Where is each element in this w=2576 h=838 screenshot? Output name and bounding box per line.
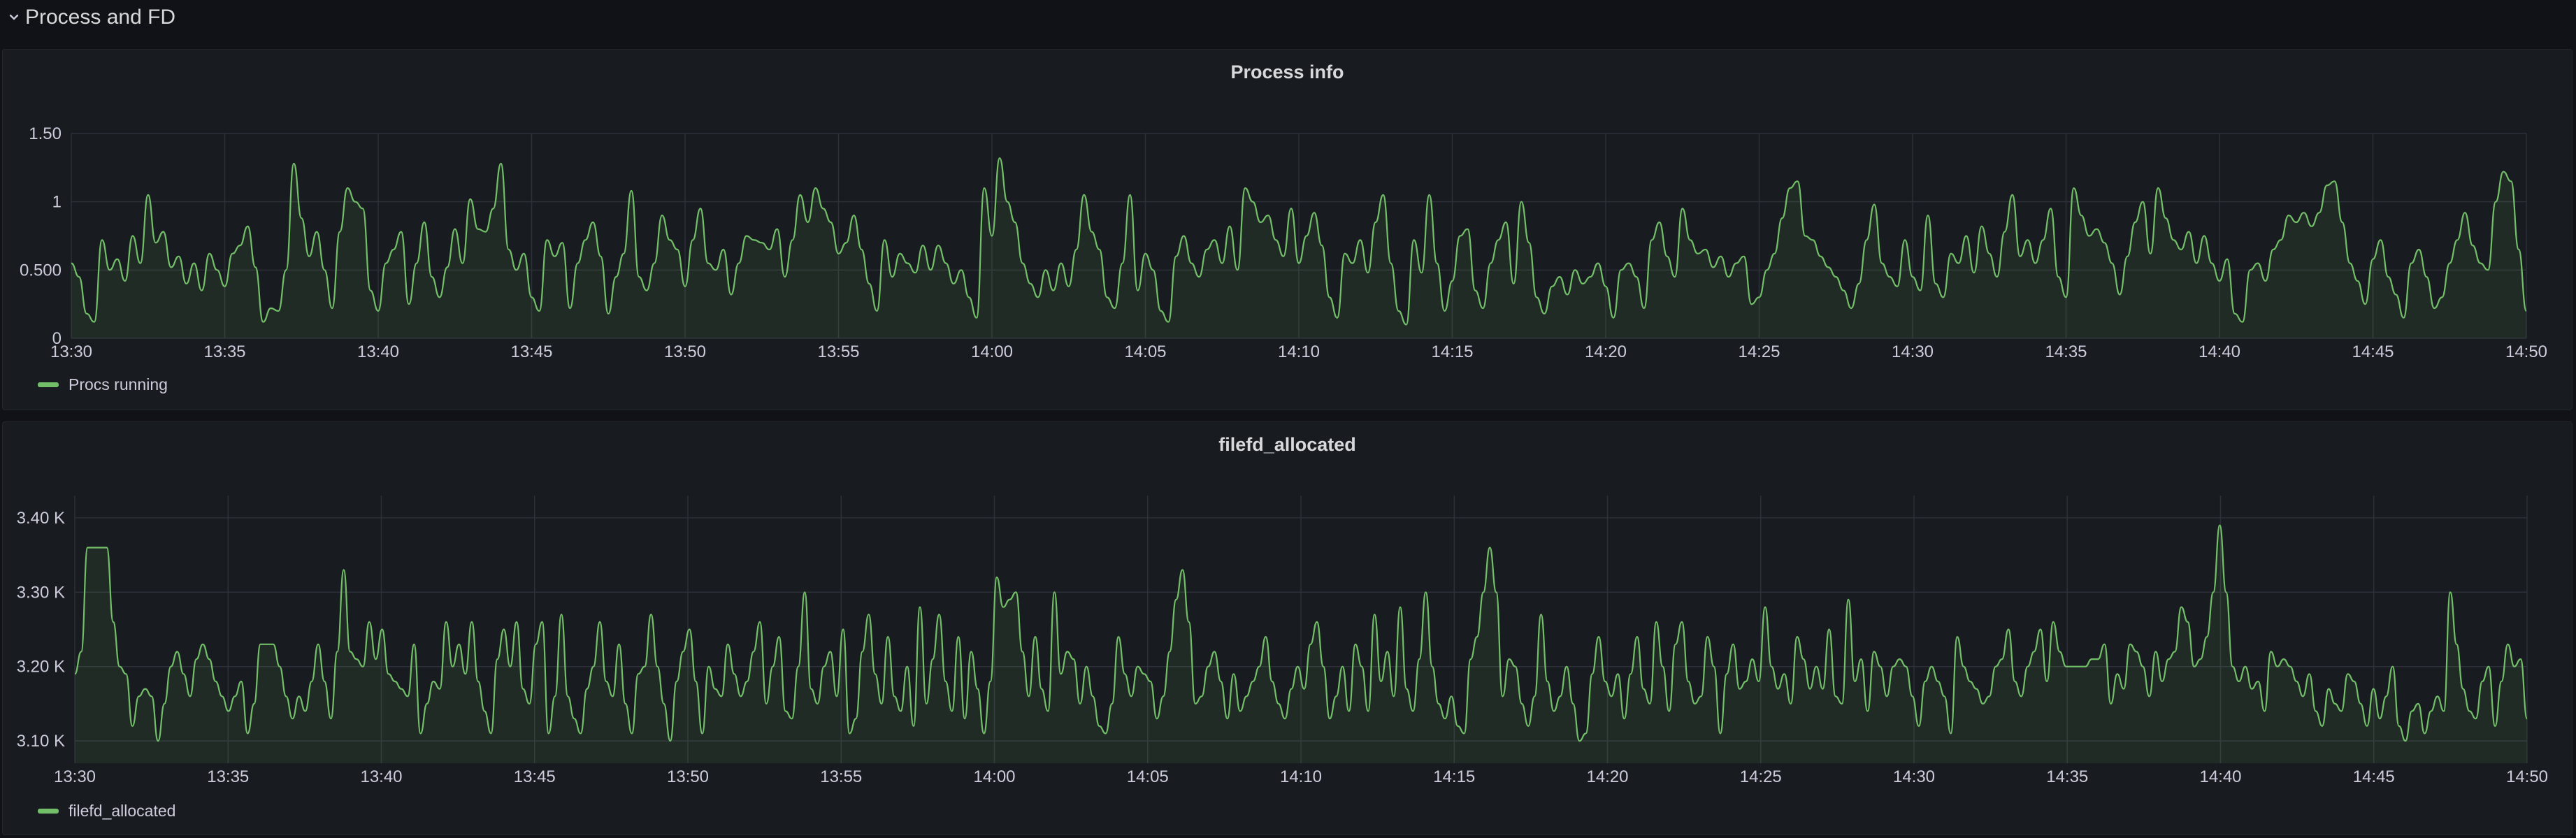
x-tick-label: 14:10 (1278, 342, 1320, 361)
x-tick-label: 14:00 (973, 767, 1015, 786)
row-header[interactable]: Process and FD (0, 0, 2576, 35)
panel-filefd-allocated[interactable]: filefd_allocated 13:30 13:35 13:40 13:45 13:… (2, 421, 2573, 835)
legend-label[interactable]: filefd_allocated (69, 802, 176, 820)
x-tick-label: 13:45 (510, 342, 552, 361)
x-tick-label: 13:50 (667, 767, 709, 786)
x-tick-label: 14:15 (1431, 342, 1473, 361)
x-tick-label: 14:00 (971, 342, 1013, 361)
y-tick-label: 3.10 K (17, 732, 65, 751)
x-tick-label: 14:50 (2506, 767, 2548, 786)
x-tick-label: 14:50 (2505, 342, 2547, 361)
x-tick-label: 14:05 (1124, 342, 1166, 361)
x-tick-label: 14:40 (2199, 767, 2241, 786)
y-tick-label: 1 (52, 193, 62, 212)
series-line (73, 524, 2528, 742)
x-tick-label: 13:35 (207, 767, 249, 786)
filefd-allocated-chart: 13:30 13:35 13:40 13:45 13:50 13:55 14:00 14:05… (17, 496, 2548, 786)
x-tick-label: 13:45 (514, 767, 556, 786)
x-tick-label: 14:30 (1893, 767, 1935, 786)
panel-title: Process info (1230, 62, 1344, 82)
chevron-down-icon[interactable] (7, 10, 21, 24)
x-tick-label: 14:10 (1280, 767, 1322, 786)
x-tick-label: 14:25 (1738, 342, 1780, 361)
legend-swatch (38, 382, 59, 387)
series-area-fill (71, 158, 2526, 338)
x-tick-label: 13:30 (50, 342, 92, 361)
x-tick-label: 13:55 (817, 342, 859, 361)
x-tick-label: 14:25 (1740, 767, 1782, 786)
x-tick-label: 14:35 (2045, 342, 2087, 361)
x-tick-label: 14:20 (1586, 767, 1628, 786)
legend-label[interactable]: Procs running (69, 375, 168, 393)
legend[interactable]: Procs running (38, 375, 168, 394)
x-tick-label: 13:30 (54, 767, 96, 786)
x-tick-label: 13:40 (357, 342, 399, 361)
x-tick-label: 14:05 (1127, 767, 1169, 786)
y-tick-label: 0.500 (20, 261, 62, 280)
x-tick-label: 13:40 (360, 767, 402, 786)
legend[interactable]: filefd_allocated (38, 802, 175, 821)
y-tick-label: 3.30 K (17, 583, 65, 602)
x-tick-label: 13:50 (664, 342, 706, 361)
x-tick-label: 13:55 (820, 767, 862, 786)
panel-process-info[interactable]: Process info 13:30 13:35 13:40 13:45 13:50 13… (2, 49, 2573, 410)
x-tick-label: 13:35 (203, 342, 245, 361)
y-tick-label: 0 (52, 329, 62, 348)
x-tick-label: 14:30 (1892, 342, 1934, 361)
x-tick-label: 14:20 (1585, 342, 1627, 361)
x-tick-label: 14:15 (1433, 767, 1475, 786)
legend-swatch (38, 809, 59, 814)
x-tick-label: 14:40 (2199, 342, 2240, 361)
y-tick-label: 3.20 K (17, 658, 65, 677)
x-tick-label: 14:35 (2046, 767, 2088, 786)
row-title[interactable]: Process and FD (25, 6, 176, 29)
series-line (71, 157, 2528, 326)
y-tick-label: 1.50 (29, 124, 62, 143)
x-tick-label: 14:45 (2353, 767, 2395, 786)
x-tick-label: 14:45 (2352, 342, 2394, 361)
panel-title: filefd_allocated (1218, 434, 1356, 455)
y-tick-label: 3.40 K (17, 509, 65, 528)
process-info-chart: 13:30 13:35 13:40 13:45 13:50 13:55 14:00 14:05… (20, 124, 2547, 361)
